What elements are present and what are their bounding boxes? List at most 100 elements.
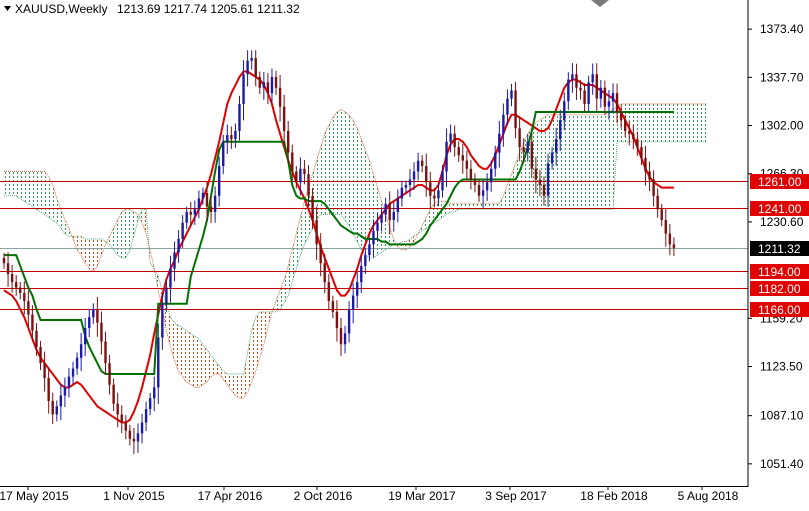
candle: [242, 60, 245, 121]
candle: [619, 105, 623, 128]
candle: [177, 230, 180, 263]
candle: [360, 256, 363, 293]
candle: [209, 196, 213, 224]
candle: [514, 81, 517, 139]
candle: [19, 282, 22, 300]
ohlc-values: 1213.69 1217.74 1205.61 1211.32: [117, 2, 300, 16]
x-tick-label: 17 Apr 2016: [198, 489, 263, 503]
level-price-tag: 1241.00: [750, 201, 809, 216]
candle: [226, 124, 229, 155]
collapse-triangle-icon[interactable]: [4, 6, 11, 11]
candle: [522, 138, 525, 163]
candle: [652, 170, 655, 207]
candle: [128, 424, 132, 446]
candle: [108, 354, 111, 395]
candle: [437, 183, 440, 207]
candle: [664, 208, 667, 247]
level-price-tag: 1261.00: [750, 174, 809, 189]
tenkan-sen-line: [3, 70, 674, 424]
candle: [270, 68, 274, 103]
candle: [441, 165, 444, 198]
chart-header: XAUUSD,Weekly 1213.69 1217.74 1205.61 12…: [4, 2, 300, 16]
candle: [494, 145, 497, 177]
svg-text:1211.32: 1211.32: [758, 242, 801, 256]
candle: [575, 63, 578, 101]
senkou-span-a: [4, 103, 707, 399]
candle: [485, 173, 489, 201]
candle: [51, 392, 54, 424]
candle: [554, 127, 558, 166]
candle: [534, 156, 538, 194]
candle: [39, 340, 42, 371]
candle: [611, 83, 615, 113]
candle: [632, 124, 635, 150]
candle: [14, 275, 18, 296]
candle: [153, 376, 156, 412]
candle: [165, 280, 168, 312]
candle: [35, 323, 38, 356]
candle: [181, 215, 184, 248]
candle: [124, 415, 127, 440]
candle: [315, 206, 318, 261]
candle: [364, 248, 367, 275]
candle: [319, 233, 322, 277]
candle: [274, 70, 278, 95]
candle: [672, 237, 676, 257]
candle: [287, 121, 290, 165]
candle: [234, 123, 237, 148]
candle: [453, 125, 456, 157]
svg-text:1241.00: 1241.00: [758, 202, 802, 216]
candle: [623, 114, 627, 138]
candle: [79, 332, 83, 371]
candle: [461, 144, 464, 174]
cloud-area: [4, 171, 74, 239]
x-tick-label: 5 Aug 2018: [678, 489, 739, 503]
candle: [59, 383, 63, 421]
candle: [628, 120, 631, 146]
candle: [591, 63, 594, 95]
svg-text:1261.00: 1261.00: [758, 175, 802, 189]
candle: [615, 83, 619, 124]
candle: [425, 153, 428, 197]
candle: [538, 169, 542, 197]
candle: [71, 361, 75, 385]
candle: [189, 201, 192, 227]
candle: [67, 368, 71, 398]
candle: [636, 131, 639, 156]
candle: [112, 378, 115, 412]
x-tick-label: 1 Nov 2015: [103, 489, 165, 503]
candle: [23, 281, 26, 315]
candle: [6, 252, 10, 287]
y-tick-label: 1337.70: [760, 70, 804, 84]
candle: [477, 179, 481, 202]
y-tick-label: 1373.40: [760, 22, 804, 36]
y-tick-label: 1302.00: [760, 119, 804, 133]
x-tick-label: 19 Mar 2017: [388, 489, 456, 503]
cloud-area: [397, 233, 419, 250]
candle: [291, 144, 294, 181]
candle: [644, 145, 647, 186]
candle: [412, 162, 416, 191]
candle: [132, 427, 136, 455]
candle: [144, 401, 148, 432]
candle: [473, 173, 477, 193]
candle: [238, 95, 241, 141]
candle: [445, 128, 448, 187]
candle: [278, 74, 282, 122]
candle: [140, 413, 144, 444]
senkou-span-b: [4, 141, 707, 375]
candle: [518, 116, 521, 162]
candle: [420, 155, 424, 173]
candle: [258, 71, 261, 94]
candle: [31, 305, 34, 342]
candle: [498, 120, 501, 168]
chart-shift-marker-icon[interactable]: [591, 0, 609, 7]
candle: [656, 188, 659, 218]
candle: [323, 253, 326, 294]
candle: [347, 301, 351, 343]
candle: [563, 92, 566, 131]
candle: [356, 271, 359, 308]
cloud-area: [271, 109, 398, 312]
candle: [404, 180, 408, 193]
